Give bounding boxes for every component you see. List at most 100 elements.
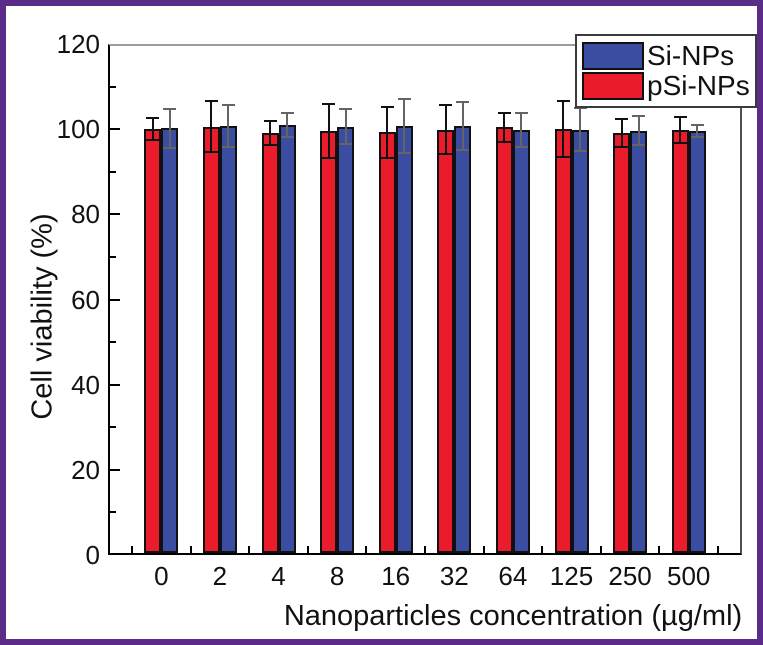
x-tick-label: 4 <box>271 561 286 591</box>
error-bar-cap-top <box>263 119 277 122</box>
error-bar-cap-bottom <box>439 153 453 156</box>
error-bar-cap-top <box>339 108 353 111</box>
error-bar-cap-top <box>221 103 235 106</box>
plot-area <box>108 44 742 555</box>
bar-Si-NPs-0 <box>161 128 179 553</box>
x-minor-tick <box>131 546 133 553</box>
bar-Si-NPs-2 <box>219 126 237 553</box>
error-bar-cap-top <box>615 117 629 120</box>
error-bar-cap-top <box>204 100 218 103</box>
bar-pSi-NPs-125 <box>554 129 572 553</box>
bar-pSi-NPs-0 <box>144 129 162 553</box>
error-bar-cap-bottom <box>397 151 411 154</box>
error-bar-stem <box>637 116 640 146</box>
legend-swatch-pSi-NPs <box>582 72 644 100</box>
bar-Si-NPs-125 <box>571 129 589 553</box>
error-bar-cap-top <box>514 112 528 115</box>
error-bar-cap-bottom <box>322 157 336 160</box>
error-bar-stem <box>579 108 581 151</box>
y-minor-tick <box>110 426 116 429</box>
error-bar-stem <box>327 104 330 159</box>
legend-item-pSi-NPs: pSi-NPs <box>582 72 750 100</box>
chart-canvas: Cell viability (%) Nanoparticles concent… <box>12 12 757 633</box>
legend-swatch-Si-NPs <box>582 42 644 70</box>
y-minor-tick <box>110 170 116 173</box>
error-bar-stem <box>151 118 154 141</box>
bar-pSi-NPs-2 <box>202 126 220 553</box>
bar-pSi-NPs-250 <box>613 132 631 553</box>
x-tick-label: 250 <box>608 561 652 591</box>
y-tick-label: 60 <box>71 284 100 315</box>
x-axis-title: Nanoparticles concentration (µg/ml) <box>283 600 743 632</box>
error-bar-cap-top <box>556 100 570 103</box>
x-tick-label: 64 <box>498 561 528 591</box>
error-bar-cap-bottom <box>146 139 160 142</box>
bar-Si-NPs-500 <box>688 131 706 553</box>
error-bar-cap-bottom <box>263 144 277 147</box>
error-bar-stem <box>520 113 523 148</box>
bar-Si-NPs-64 <box>512 130 530 553</box>
y-tick-label: 40 <box>71 369 100 400</box>
error-bar-cap-bottom <box>514 146 528 149</box>
error-bar-stem <box>444 104 447 155</box>
error-bar-cap-top <box>573 107 587 110</box>
x-minor-tick <box>248 546 251 553</box>
error-bar-cap-bottom <box>632 144 646 147</box>
error-bar-stem <box>461 101 464 150</box>
error-bar-cap-bottom <box>339 143 353 146</box>
error-bar-cap-top <box>380 105 394 108</box>
bar-pSi-NPs-8 <box>320 131 338 553</box>
y-tick-label: 80 <box>71 199 100 230</box>
error-bar-stem <box>227 104 230 148</box>
error-bar-cap-top <box>632 115 646 118</box>
x-tick-label: 0 <box>154 561 169 591</box>
error-bar-cap-top <box>397 97 411 100</box>
x-tick-label: 2 <box>212 561 228 591</box>
error-bar-stem <box>696 125 699 138</box>
error-bar-cap-top <box>497 111 511 114</box>
error-bar-cap-top <box>280 111 294 114</box>
bar-pSi-NPs-16 <box>378 132 396 553</box>
y-major-tick <box>110 468 120 471</box>
error-bar-cap-bottom <box>573 149 587 152</box>
error-bar-cap-top <box>439 103 453 106</box>
x-minor-tick <box>482 546 485 553</box>
y-minor-tick <box>110 511 116 514</box>
error-bar-stem <box>286 112 288 137</box>
error-bar-stem <box>562 101 564 158</box>
y-tick-label: 20 <box>71 454 100 485</box>
bar-Si-NPs-32 <box>454 125 472 553</box>
x-minor-tick <box>424 546 426 553</box>
error-bar-stem <box>344 109 347 145</box>
y-minor-tick <box>110 85 116 88</box>
error-bar-cap-bottom <box>163 146 177 149</box>
y-tick-label: 120 <box>56 29 100 59</box>
error-bar-stem <box>503 112 506 143</box>
x-tick-label: 8 <box>329 561 345 591</box>
x-tick-label: 16 <box>381 561 411 591</box>
error-bar-cap-bottom <box>673 141 687 144</box>
bar-Si-NPs-4 <box>278 124 296 553</box>
error-bar-stem <box>386 106 389 158</box>
error-bar-cap-top <box>163 107 177 110</box>
x-minor-tick <box>658 546 661 553</box>
error-bar-cap-top <box>322 103 336 106</box>
error-bar-cap-bottom <box>204 151 218 154</box>
y-minor-tick <box>110 341 116 344</box>
x-minor-tick <box>365 546 368 553</box>
y-minor-tick <box>110 255 116 258</box>
x-minor-tick <box>599 546 602 553</box>
legend-label-pSi-NPs: pSi-NPs <box>647 70 750 101</box>
bar-Si-NPs-250 <box>630 130 648 553</box>
error-bar-cap-top <box>146 117 160 120</box>
error-bar-cap-bottom <box>380 156 394 159</box>
bar-pSi-NPs-32 <box>437 129 455 553</box>
legend-label-Si-NPs: Si-NPs <box>647 40 735 71</box>
error-bar-cap-bottom <box>615 145 629 148</box>
error-bar-stem <box>210 101 213 153</box>
x-tick-label: 500 <box>666 561 711 591</box>
x-minor-tick <box>541 546 544 553</box>
error-bar-cap-bottom <box>690 136 704 139</box>
legend-item-Si-NPs: Si-NPs <box>582 42 750 70</box>
bar-pSi-NPs-4 <box>261 132 279 553</box>
